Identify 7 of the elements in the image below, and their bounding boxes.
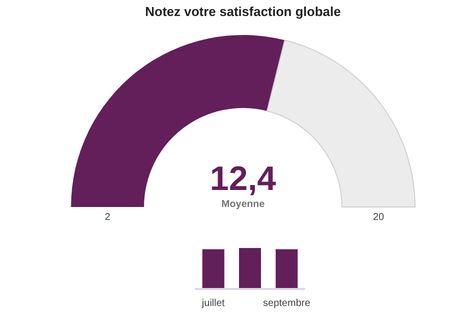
text: 12,4 (210, 160, 276, 198)
text: 20 (372, 212, 384, 223)
text: 2 (104, 212, 111, 223)
text: Moyenne (221, 199, 266, 210)
x-tick-label: juillet (200, 298, 225, 309)
x-tick-label: septembre (263, 298, 311, 309)
chart-title: Notez votre satisfaction globale (145, 4, 341, 19)
